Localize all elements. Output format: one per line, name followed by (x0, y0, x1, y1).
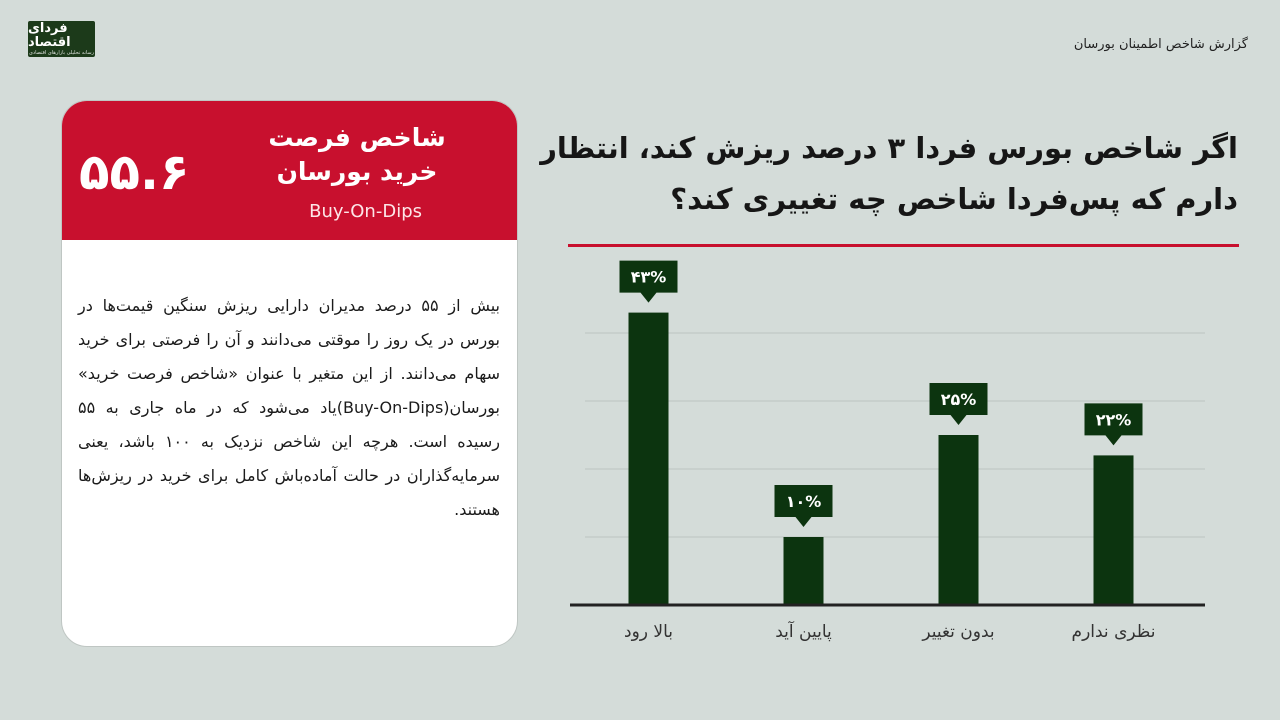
value-callout (774, 485, 833, 527)
data-label: ۲۲% (1096, 410, 1132, 429)
title-divider (568, 244, 1239, 247)
index-description: بیش از ۵۵ درصد مدیران دارایی ریزش سنگین … (78, 296, 500, 519)
category-label: نظری ندارم (1072, 622, 1156, 642)
data-label: ۲۵% (941, 390, 977, 409)
index-name: شاخص فرصت خرید بورسان (268, 123, 446, 186)
value-callout (929, 383, 988, 425)
bar (938, 435, 979, 605)
logo: فردای اقتصاد رسانه تحلیلی بازارهای اقتصا… (28, 21, 95, 57)
logo-subtext: رسانه تحلیلی بازارهای اقتصادی (28, 49, 95, 56)
category-label: پایین آید (775, 620, 832, 642)
category-label: بالا رود (624, 622, 673, 642)
index-card: ۵۵.۶ شاخص فرصت خرید بورسان Buy-On-Dips ب… (61, 100, 518, 647)
report-title: گزارش شاخص اطمینان بورسان (1073, 37, 1248, 52)
index-value: ۵۵.۶ (79, 143, 190, 201)
data-label: ۴۳% (631, 268, 667, 287)
logo-text: فردای اقتصاد (28, 20, 71, 50)
index-english-name: Buy-On-Dips (309, 201, 422, 222)
value-callout (619, 260, 678, 303)
value-callout (1084, 403, 1143, 446)
data-label: ۱۰% (786, 492, 822, 511)
bar (783, 537, 824, 605)
bar (628, 312, 669, 605)
category-label: بدون تغییر (921, 622, 994, 642)
index-card-header: ۵۵.۶ شاخص فرصت خرید بورسان Buy-On-Dips (62, 101, 517, 240)
bar (1093, 455, 1134, 605)
survey-question: اگر شاخص بورس فردا ۳ درصد ریزش کند، انتظ… (540, 131, 1238, 216)
